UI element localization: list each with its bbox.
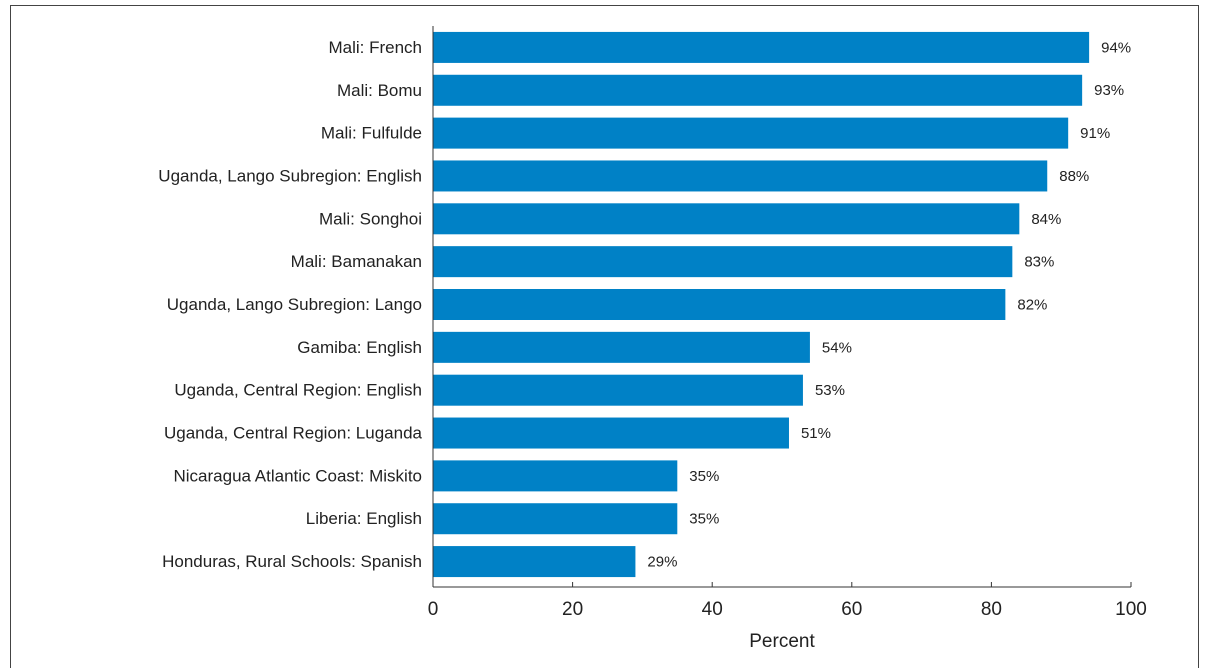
- bar: [433, 117, 1069, 149]
- y-tick-label: Uganda, Central Region: Luganda: [164, 424, 423, 443]
- bar: [433, 546, 636, 578]
- y-tick-label: Mali: Songhoi: [319, 209, 422, 228]
- bar: [433, 246, 1013, 278]
- bar: [433, 31, 1090, 63]
- y-tick-label: Mali: French: [328, 38, 422, 57]
- y-tick-label: Nicaragua Atlantic Coast: Miskito: [174, 466, 423, 485]
- value-label: 53%: [815, 382, 845, 399]
- y-tick-label: Mali: Bomu: [337, 81, 422, 100]
- x-axis-label: Percent: [749, 631, 815, 652]
- value-label: 83%: [1024, 254, 1054, 271]
- y-tick-label: Mali: Fulfulde: [321, 124, 422, 143]
- y-tick-label: Uganda, Lango Subregion: English: [158, 166, 422, 185]
- x-tick-label: 20: [562, 599, 583, 620]
- value-label: 54%: [822, 339, 852, 356]
- x-tick-label: 0: [428, 599, 439, 620]
- bar: [433, 203, 1020, 235]
- y-tick-label: Liberia: English: [306, 509, 422, 528]
- value-label: 51%: [801, 425, 831, 442]
- x-tick-label: 60: [841, 599, 862, 620]
- frame: [10, 5, 1199, 668]
- y-tick-label: Mali: Bamanakan: [291, 252, 422, 271]
- value-label: 94%: [1101, 39, 1131, 56]
- value-label: 29%: [647, 554, 677, 571]
- x-tick-label: 100: [1115, 599, 1147, 620]
- value-label: 93%: [1094, 82, 1124, 99]
- x-tick-label: 40: [702, 599, 723, 620]
- y-tick-label: Uganda, Central Region: English: [174, 381, 422, 400]
- value-label: 88%: [1059, 168, 1089, 185]
- bar: [433, 374, 803, 406]
- value-label: 84%: [1031, 211, 1061, 228]
- bar: [433, 289, 1006, 320]
- y-tick-label: Gamiba: English: [297, 338, 422, 357]
- bar: [433, 331, 810, 363]
- bar: [433, 503, 678, 535]
- y-tick-label: Honduras, Rural Schools: Spanish: [162, 552, 422, 571]
- value-label: 91%: [1080, 125, 1110, 142]
- bar: [433, 417, 789, 449]
- bar: [433, 460, 678, 492]
- y-tick-label: Uganda, Lango Subregion: Lango: [167, 295, 422, 314]
- value-label: 35%: [689, 511, 719, 528]
- x-tick-label: 80: [981, 599, 1002, 620]
- value-label: 35%: [689, 468, 719, 485]
- bar: [433, 74, 1083, 106]
- value-label: 82%: [1017, 296, 1047, 313]
- bar: [433, 160, 1048, 192]
